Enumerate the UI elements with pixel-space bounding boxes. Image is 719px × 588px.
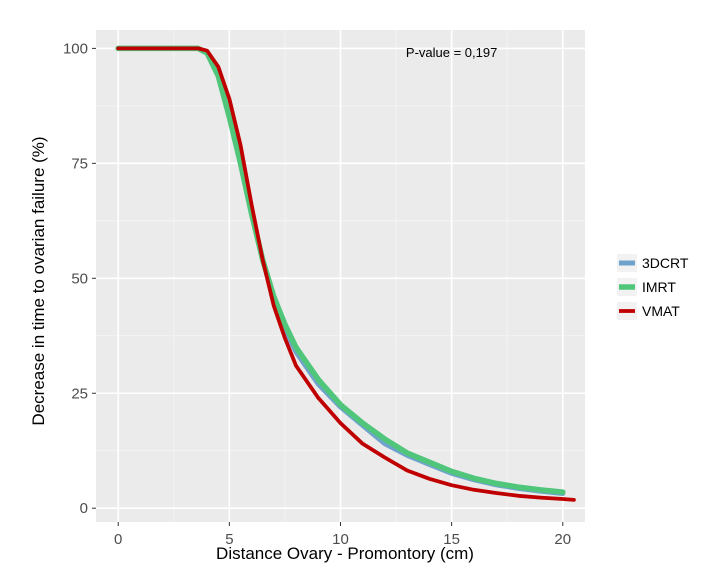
x-tick-label: 10 bbox=[332, 531, 349, 548]
series-line-vmat bbox=[116, 46, 576, 502]
x-tick-label: 15 bbox=[443, 531, 460, 548]
y-tick-label: 50 bbox=[71, 270, 88, 287]
x-tick-label: 20 bbox=[554, 531, 571, 548]
y-tick-label: 0 bbox=[80, 500, 88, 517]
y-tick-label: 100 bbox=[63, 40, 88, 57]
x-tick-label: 0 bbox=[114, 531, 122, 548]
x-axis-title: Distance Ovary - Promontory (cm) bbox=[216, 544, 474, 563]
legend: 3DCRT IMRT VMAT bbox=[617, 254, 689, 320]
y-tick-label: 75 bbox=[71, 155, 88, 172]
series-line-imrt bbox=[115, 45, 566, 495]
y-axis-title: Decrease in time to ovarian failure (%) bbox=[29, 136, 48, 425]
p-value-annotation: P-value = 0,197 bbox=[406, 45, 497, 60]
legend-label-imrt: IMRT bbox=[642, 279, 676, 295]
legend-label-vmat: VMAT bbox=[642, 303, 680, 319]
y-axis: 0 25 50 75 100 bbox=[63, 40, 96, 517]
legend-label-3dcrt: 3DCRT bbox=[642, 255, 689, 271]
x-tick-label: 5 bbox=[225, 531, 233, 548]
x-axis: 0 5 10 15 20 bbox=[114, 522, 571, 548]
y-tick-label: 25 bbox=[71, 385, 88, 402]
series-layer bbox=[115, 45, 576, 502]
